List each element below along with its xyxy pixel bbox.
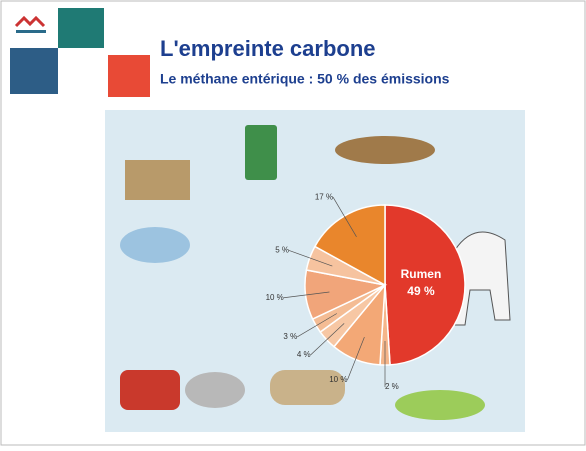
manure-illustration	[335, 136, 435, 164]
tank-illustration	[185, 372, 245, 408]
slice-value-label: 2 %	[385, 382, 399, 391]
slice-value-label: 10 %	[329, 375, 347, 384]
logo-bar	[16, 30, 46, 33]
blue-block	[10, 48, 58, 94]
chart-title: L'empreinte carbone	[160, 36, 376, 61]
slice-value-label: 49 %	[407, 284, 435, 298]
teal-block	[58, 8, 104, 48]
chart-subtitle: Le méthane entérique : 50 % des émission…	[160, 71, 450, 87]
tractor-illustration	[120, 370, 180, 410]
field-illustration	[125, 160, 190, 200]
slice-value-label: 4 %	[297, 350, 311, 359]
slice-label: Rumen	[401, 267, 442, 281]
slice-value-label: 10 %	[266, 293, 284, 302]
slice-value-label: 17 %	[315, 192, 333, 201]
pasture-illustration	[395, 390, 485, 420]
slice-value-label: 3 %	[283, 332, 297, 341]
slice-value-label: 5 %	[275, 246, 289, 255]
logo-box	[10, 8, 58, 48]
fuel-can-illustration	[245, 125, 277, 180]
cloud-illustration	[120, 227, 190, 263]
red-block	[108, 55, 150, 97]
slide: L'empreinte carbone Le méthane entérique…	[0, 0, 586, 446]
